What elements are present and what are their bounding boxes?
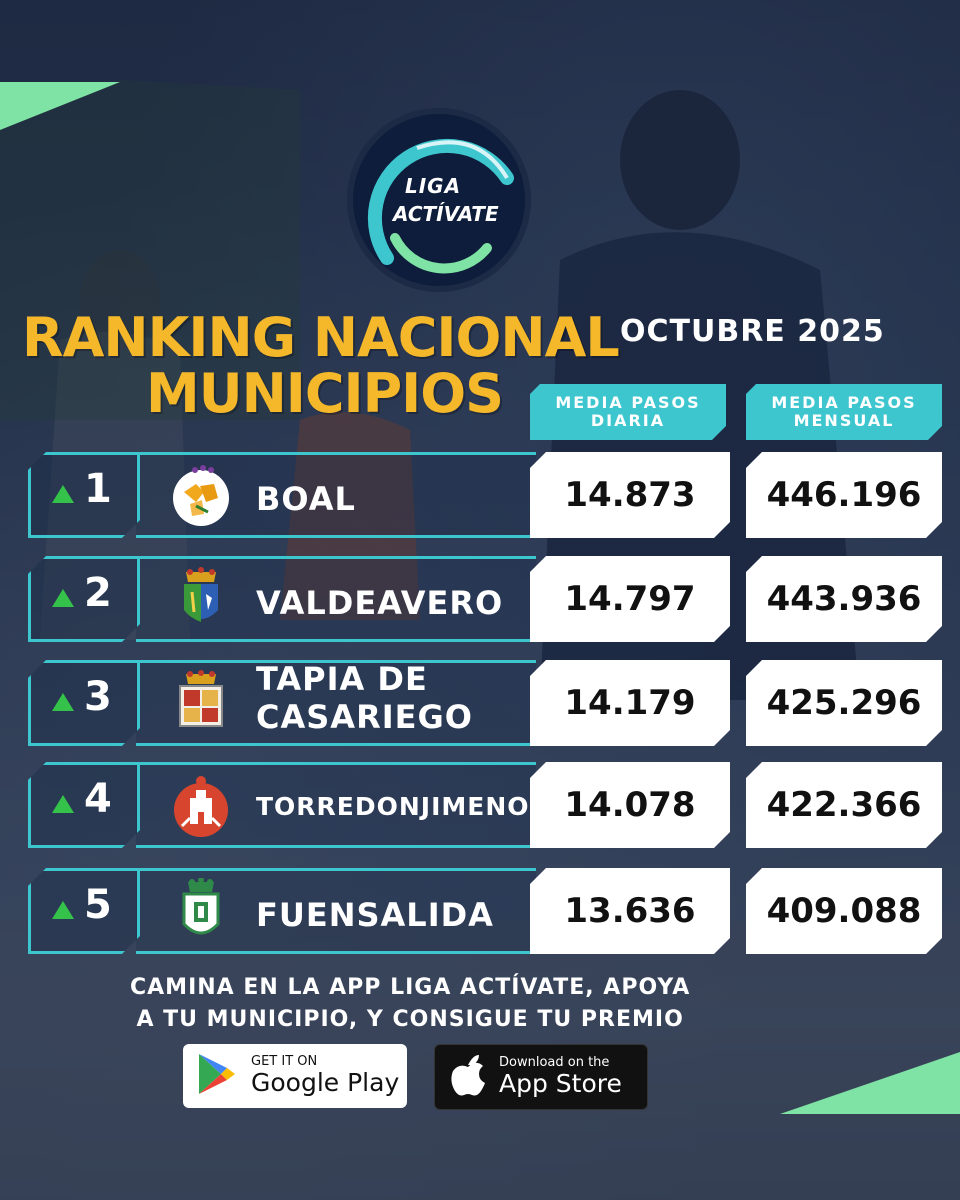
daily-steps-value: 14.797 <box>530 556 730 642</box>
call-to-action-line2: A TU MUNICIPIO, Y CONSIGUE TU PREMIO <box>136 1007 684 1032</box>
google-play-label: Google Play <box>251 1068 400 1097</box>
logo-text-activate: ACTÍVATE <box>393 202 499 226</box>
column-header-monthly: MEDIA PASOS MENSUAL <box>746 384 942 440</box>
column-header-monthly-line1: MEDIA PASOS <box>771 393 917 412</box>
trend-up-icon <box>52 693 74 711</box>
ranking-row: 2 VALDEAVERO 14.797 443.936 <box>28 556 940 642</box>
column-header-monthly-line2: MENSUAL <box>793 411 895 430</box>
monthly-steps-value: 446.196 <box>746 452 942 538</box>
page-subtitle: MUNICIPIOS <box>146 362 504 425</box>
municipality-name-line1: TAPIA DE <box>256 660 428 698</box>
monthly-steps-value: 443.936 <box>746 556 942 642</box>
rank-box <box>28 660 140 746</box>
app-store-button[interactable]: Download on the App Store <box>434 1044 648 1110</box>
ranking-row: 3 TAPIA DE CASARIEGO 14.179 425.296 <box>28 660 940 746</box>
column-header-daily-line1: MEDIA PASOS <box>555 393 701 412</box>
app-store-label: App Store <box>499 1069 622 1098</box>
monthly-steps-value: 422.366 <box>746 762 942 848</box>
call-to-action: CAMINA EN LA APP LIGA ACTÍVATE, APOYA A … <box>130 972 690 1036</box>
month-label: OCTUBRE 2025 <box>620 314 885 349</box>
daily-steps-value: 14.873 <box>530 452 730 538</box>
corner-accent-top <box>0 82 120 130</box>
ranking-row: 1 BOAL 14.873 446.196 <box>28 452 940 538</box>
municipality-name-line2: CASARIEGO <box>256 698 473 736</box>
trend-up-icon <box>52 485 74 503</box>
corner-accent-bottom <box>780 1052 960 1114</box>
monthly-steps-value: 425.296 <box>746 660 942 746</box>
rank-number: 3 <box>84 674 112 720</box>
daily-steps-value: 14.078 <box>530 762 730 848</box>
rank-box <box>28 452 140 538</box>
tapia-crest-icon <box>168 670 234 736</box>
rank-box <box>28 868 140 954</box>
valdeavero-crest-icon <box>168 566 234 632</box>
ranking-row: 5 FUENSALIDA 13.636 409.088 <box>28 868 940 954</box>
rank-box <box>28 556 140 642</box>
trend-up-icon <box>52 589 74 607</box>
rank-number: 5 <box>84 882 112 928</box>
rank-number: 1 <box>84 466 112 512</box>
boal-crest-icon <box>168 462 234 528</box>
municipality-name: BOAL <box>256 480 356 518</box>
monthly-steps-value: 409.088 <box>746 868 942 954</box>
column-header-daily-line2: DIARIA <box>590 411 666 430</box>
rank-number: 4 <box>84 776 112 822</box>
call-to-action-line1: CAMINA EN LA APP LIGA ACTÍVATE, APOYA <box>130 975 691 1000</box>
daily-steps-value: 14.179 <box>530 660 730 746</box>
torredonjimeno-crest-icon <box>168 772 234 838</box>
trend-up-icon <box>52 795 74 813</box>
trend-up-icon <box>52 901 74 919</box>
column-header-daily: MEDIA PASOS DIARIA <box>530 384 726 440</box>
daily-steps-value: 13.636 <box>530 868 730 954</box>
municipality-name: FUENSALIDA <box>256 896 494 934</box>
page-title: RANKING NACIONAL <box>22 306 620 369</box>
rank-box <box>28 762 140 848</box>
google-play-small-label: GET IT ON <box>251 1054 318 1069</box>
google-play-button[interactable]: GET IT ON Google Play <box>183 1044 407 1108</box>
app-store-small-label: Download on the <box>499 1055 610 1070</box>
apple-icon <box>449 1053 487 1101</box>
municipality-name: TORREDONJIMENO <box>256 792 530 821</box>
logo-text-liga: LIGA <box>405 174 462 198</box>
ranking-row: 4 TORREDONJIMENO 14.078 422.366 <box>28 762 940 848</box>
fuensalida-crest-icon <box>168 877 234 944</box>
municipality-name: VALDEAVERO <box>256 584 504 622</box>
liga-activate-logo: LIGA ACTÍVATE <box>347 108 531 292</box>
google-play-icon <box>197 1052 237 1100</box>
rank-number: 2 <box>84 570 112 616</box>
